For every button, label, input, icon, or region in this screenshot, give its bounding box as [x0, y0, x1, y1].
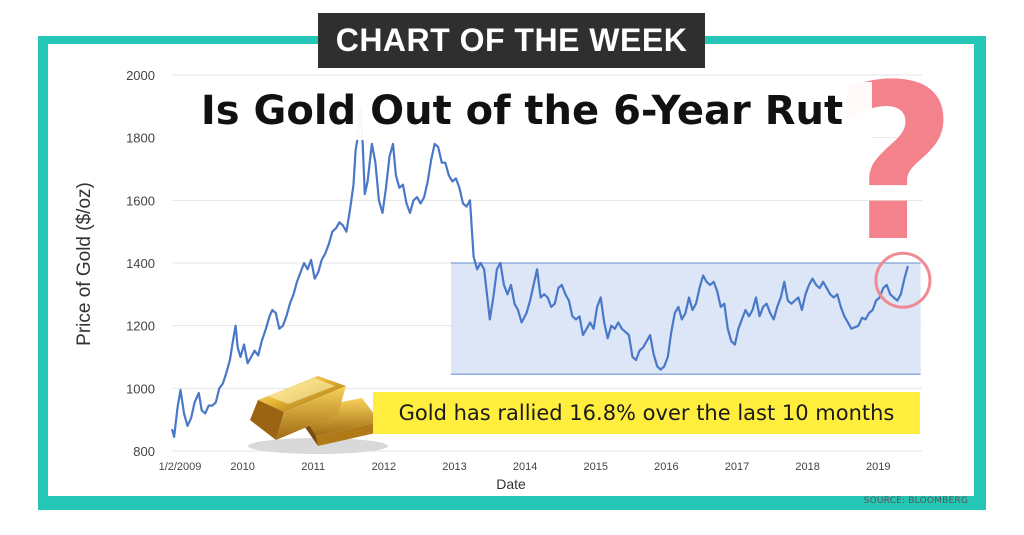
gold-bars-icon [248, 376, 388, 454]
x-tick-label: 2017 [725, 461, 749, 473]
y-tick-label: 1000 [126, 381, 155, 396]
x-tick-label: 2019 [866, 461, 890, 473]
y-tick-label: 1600 [126, 193, 155, 208]
gold-price-line [170, 108, 909, 438]
x-tick-labels: 1/2/2009 2010 2011 2012 2013 2014 2015 2016 2017… [159, 461, 891, 473]
y-tick-label: 800 [133, 444, 155, 459]
highlight-circle [874, 251, 932, 309]
x-tick-label: 2015 [583, 461, 607, 473]
x-tick-label: 2013 [442, 461, 466, 473]
source-credit: SOURCE: BLOOMBERG [863, 496, 968, 506]
question-mark-icon: ? [833, 38, 958, 289]
x-tick-label: 2018 [795, 461, 819, 473]
headline-title: Is Gold Out of the 6-Year Rut [172, 82, 872, 140]
x-tick-label: 1/2/2009 [159, 461, 202, 473]
y-tick-label: 1400 [126, 256, 155, 271]
x-tick-label: 2016 [654, 461, 678, 473]
range-band [450, 262, 921, 375]
x-axis-label: Date [496, 476, 526, 492]
y-tick-label: 1200 [126, 319, 155, 334]
y-axis-label: Price of Gold ($/oz) [74, 182, 95, 346]
chart-of-the-week-banner: CHART OF THE WEEK [318, 13, 705, 68]
y-tick-labels: 2000 1800 1600 1400 1200 1000 800 [126, 68, 155, 459]
y-tick-label: 1800 [126, 131, 155, 146]
x-tick-label: 2014 [513, 461, 537, 473]
range-band-fill [450, 263, 921, 375]
x-tick-label: 2010 [230, 461, 254, 473]
rally-callout: Gold has rallied 16.8% over the last 10 … [373, 392, 920, 434]
y-tick-label: 2000 [126, 68, 155, 83]
x-tick-label: 2012 [372, 461, 396, 473]
x-tick-label: 2011 [301, 461, 325, 473]
